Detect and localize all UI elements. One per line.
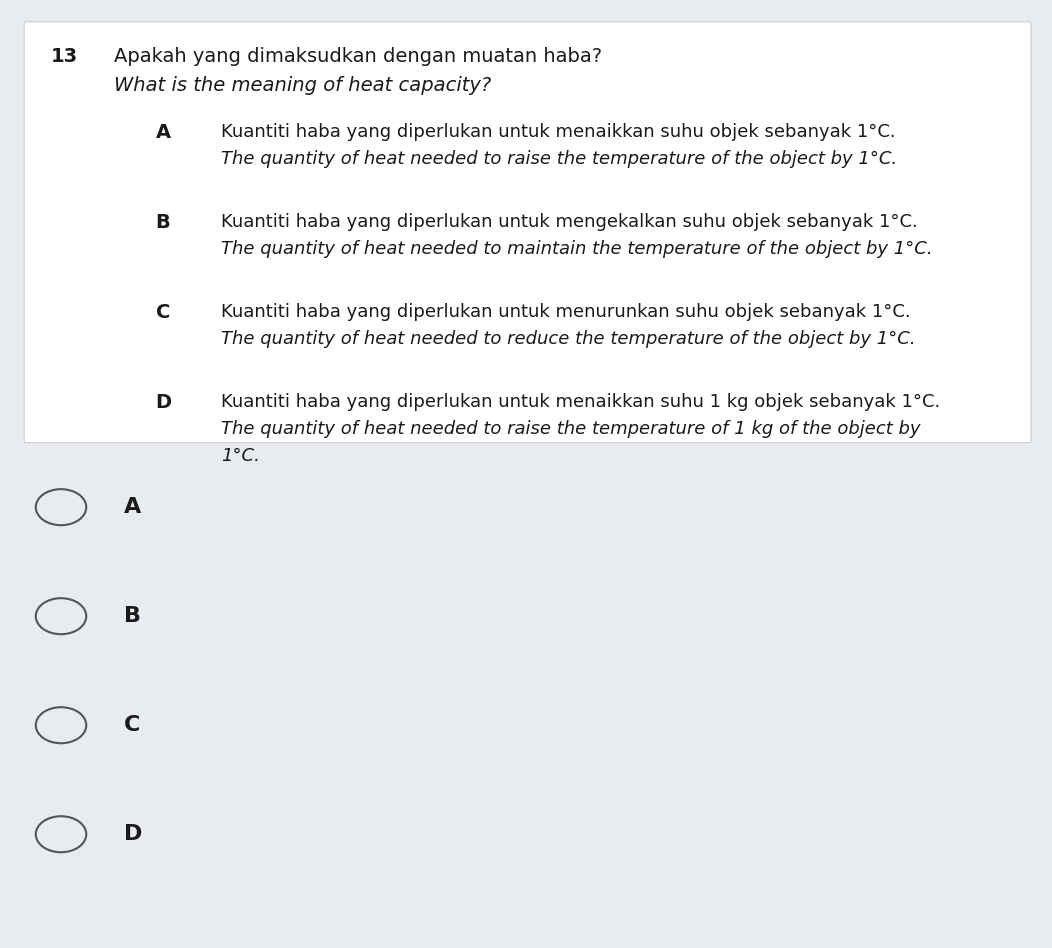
- Text: What is the meaning of heat capacity?: What is the meaning of heat capacity?: [114, 76, 491, 95]
- Ellipse shape: [36, 816, 86, 852]
- Text: Apakah yang dimaksudkan dengan muatan haba?: Apakah yang dimaksudkan dengan muatan ha…: [114, 47, 602, 66]
- Ellipse shape: [36, 489, 86, 525]
- Text: Kuantiti haba yang diperlukan untuk menurunkan suhu objek sebanyak 1°C.: Kuantiti haba yang diperlukan untuk menu…: [221, 303, 911, 321]
- Text: D: D: [124, 824, 142, 845]
- Text: B: B: [156, 213, 170, 232]
- Text: 13: 13: [50, 47, 78, 66]
- Text: The quantity of heat needed to raise the temperature of 1 kg of the object by: The quantity of heat needed to raise the…: [221, 420, 920, 438]
- Text: Kuantiti haba yang diperlukan untuk menaikkan suhu objek sebanyak 1°C.: Kuantiti haba yang diperlukan untuk mena…: [221, 123, 895, 141]
- Text: A: A: [156, 123, 170, 142]
- Text: B: B: [124, 606, 141, 627]
- Ellipse shape: [36, 598, 86, 634]
- Text: The quantity of heat needed to maintain the temperature of the object by 1°C.: The quantity of heat needed to maintain …: [221, 240, 932, 258]
- Text: Kuantiti haba yang diperlukan untuk menaikkan suhu 1 kg objek sebanyak 1°C.: Kuantiti haba yang diperlukan untuk mena…: [221, 393, 940, 411]
- Text: The quantity of heat needed to reduce the temperature of the object by 1°C.: The quantity of heat needed to reduce th…: [221, 330, 915, 348]
- Text: C: C: [156, 303, 170, 322]
- Text: A: A: [124, 497, 141, 518]
- Ellipse shape: [36, 707, 86, 743]
- Text: 1°C.: 1°C.: [221, 447, 260, 465]
- Text: D: D: [156, 393, 171, 412]
- Text: The quantity of heat needed to raise the temperature of the object by 1°C.: The quantity of heat needed to raise the…: [221, 150, 897, 168]
- FancyBboxPatch shape: [24, 22, 1031, 443]
- Text: C: C: [124, 715, 141, 736]
- Text: Kuantiti haba yang diperlukan untuk mengekalkan suhu objek sebanyak 1°C.: Kuantiti haba yang diperlukan untuk meng…: [221, 213, 917, 231]
